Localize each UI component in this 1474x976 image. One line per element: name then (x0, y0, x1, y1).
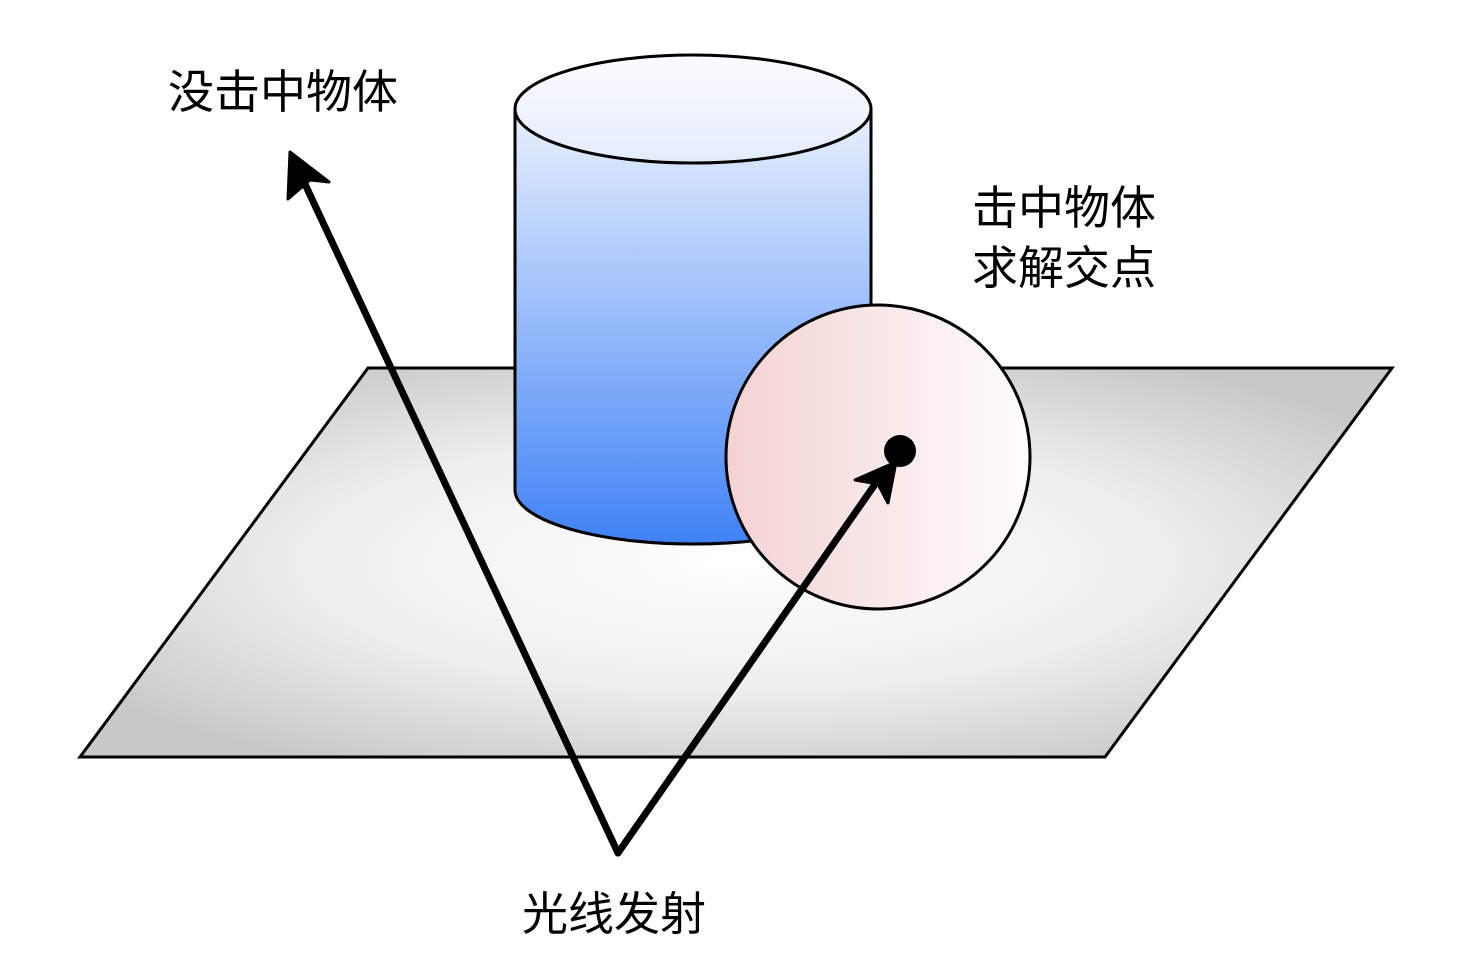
miss-ray-arrowhead (286, 150, 331, 201)
hit-label-line1: 击中物体 (972, 181, 1156, 235)
miss-ray (286, 150, 622, 857)
ground-plane (77, 366, 1395, 759)
hit-ray-arrowhead (853, 460, 898, 505)
intersection-point (884, 435, 916, 467)
hit-ray (614, 460, 898, 857)
hit-label-line2: 求解交点 (972, 241, 1156, 295)
sphere-object (724, 303, 1032, 611)
emit-label: 光线发射 (522, 887, 706, 941)
miss-label: 没击中物体 (168, 65, 398, 119)
